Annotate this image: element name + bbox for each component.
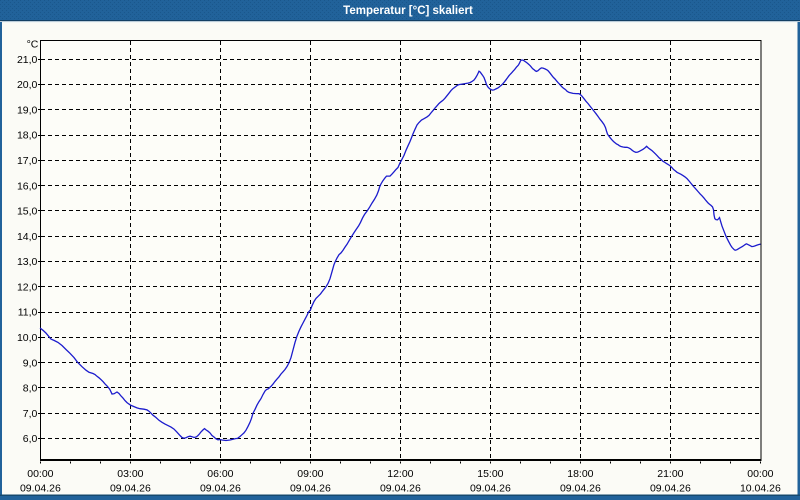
svg-text:00:00: 00:00 [747, 468, 773, 480]
svg-text:15,0: 15,0 [17, 206, 38, 218]
svg-text:13,0: 13,0 [17, 256, 38, 268]
svg-text:09.04.26: 09.04.26 [380, 483, 421, 495]
svg-text:14,0: 14,0 [17, 231, 38, 243]
svg-text:6,0: 6,0 [23, 433, 38, 445]
svg-text:03:00: 03:00 [117, 468, 143, 480]
svg-text:11,0: 11,0 [18, 307, 38, 319]
svg-text:09.04.26: 09.04.26 [290, 483, 331, 495]
svg-text:16,0: 16,0 [17, 180, 38, 192]
svg-text:10,0: 10,0 [17, 332, 38, 344]
svg-text:09.04.26: 09.04.26 [650, 483, 691, 495]
svg-text:00:00: 00:00 [27, 468, 53, 480]
svg-text:7,0: 7,0 [23, 408, 38, 420]
svg-text:09.04.26: 09.04.26 [20, 483, 61, 495]
svg-text:09.04.26: 09.04.26 [560, 483, 601, 495]
svg-text:09.04.26: 09.04.26 [470, 483, 511, 495]
svg-text:21,0: 21,0 [17, 54, 38, 66]
svg-text:Temperatur [°C] skaliert: Temperatur [°C] skaliert [343, 5, 473, 17]
svg-text:17,0: 17,0 [17, 155, 38, 167]
svg-text:18:00: 18:00 [567, 468, 593, 480]
svg-text:10.04.26: 10.04.26 [740, 483, 781, 495]
svg-text:18,0: 18,0 [17, 130, 38, 142]
svg-text:°C: °C [27, 39, 39, 51]
svg-text:09:00: 09:00 [297, 468, 323, 480]
svg-text:12,0: 12,0 [17, 281, 38, 293]
svg-text:19,0: 19,0 [17, 104, 38, 116]
svg-text:21:00: 21:00 [657, 468, 683, 480]
svg-text:09.04.26: 09.04.26 [110, 483, 151, 495]
svg-text:9,0: 9,0 [23, 357, 38, 369]
svg-text:8,0: 8,0 [23, 383, 38, 395]
svg-text:12:00: 12:00 [387, 468, 413, 480]
svg-text:09.04.26: 09.04.26 [200, 483, 241, 495]
svg-text:15:00: 15:00 [477, 468, 503, 480]
svg-text:20,0: 20,0 [17, 79, 38, 91]
svg-text:06:00: 06:00 [207, 468, 233, 480]
